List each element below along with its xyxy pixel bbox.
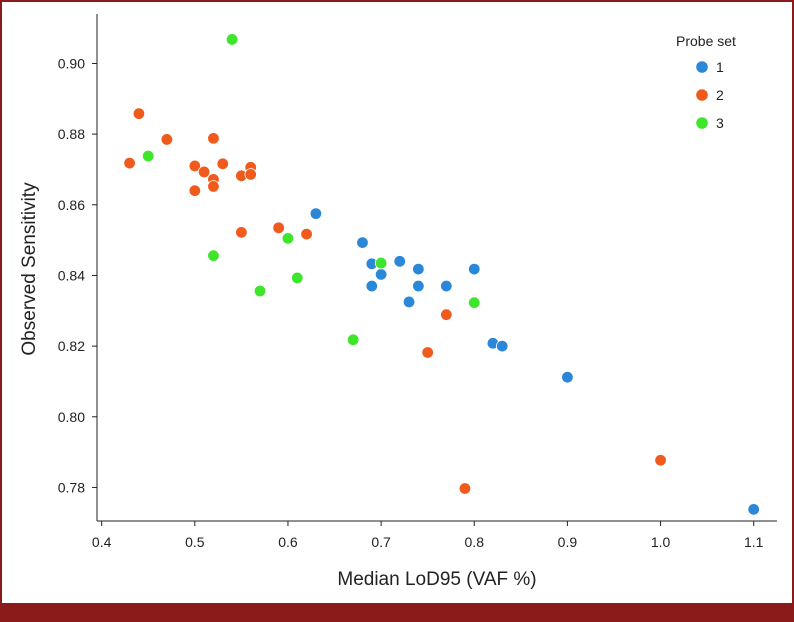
x-axis-title: Median LoD95 (VAF %) [337, 569, 536, 590]
data-point-set-2 [272, 221, 285, 234]
legend-label-3: 3 [716, 115, 724, 131]
data-point-set-2 [160, 133, 174, 146]
legend-title: Probe set [676, 33, 736, 49]
data-point-set-2 [244, 168, 257, 181]
y-tick-label: 0.88 [58, 126, 85, 142]
legend-marker-2 [696, 89, 708, 101]
y-axis-title: Observed Sensitivity [19, 182, 40, 356]
legend: 1 2 3 [696, 59, 724, 131]
data-point-set-1 [365, 279, 378, 293]
y-tick-label: 0.80 [58, 409, 85, 425]
legend-label-2: 2 [716, 87, 724, 103]
data-point-set-1 [468, 262, 481, 276]
x-tick-label: 0.5 [185, 534, 205, 550]
data-point-set-1 [356, 236, 369, 249]
data-point-set-2 [207, 132, 220, 145]
y-tick-label: 0.90 [58, 55, 85, 71]
x-tick-label: 0.7 [371, 534, 391, 550]
data-point-set-1 [747, 503, 760, 516]
x-tick-label: 0.8 [465, 534, 485, 550]
plot-area: 0.4 0.5 0.6 0.7 0.8 0.9 1.0 1.1 0.78 0.80 0.82 0.84… [58, 14, 777, 550]
data-point-set-2 [188, 159, 202, 173]
x-tick-label: 1.1 [744, 534, 764, 550]
legend-marker-3 [696, 117, 708, 129]
data-point-set-1 [440, 279, 453, 293]
y-tick-label: 0.82 [58, 338, 85, 354]
legend-marker-1 [696, 61, 708, 73]
data-point-set-3 [374, 256, 388, 270]
data-point-set-2 [654, 454, 667, 467]
data-point-set-3 [291, 271, 304, 285]
data-point-set-2 [235, 226, 248, 239]
data-point-set-3 [468, 296, 481, 309]
data-point-set-2 [207, 180, 220, 193]
data-point-set-2 [132, 107, 146, 120]
data-point-set-1 [374, 268, 388, 281]
data-point-set-1 [309, 207, 323, 220]
footer-bar [0, 603, 794, 622]
y-tick-label: 0.84 [58, 267, 85, 283]
x-tick-label: 0.4 [92, 534, 112, 550]
y-tick-label: 0.86 [58, 197, 85, 213]
x-tick-label: 0.9 [558, 534, 578, 550]
data-point-set-1 [402, 295, 416, 309]
x-tick-label: 0.6 [278, 534, 298, 550]
data-point-set-3 [346, 333, 360, 346]
data-point-set-2 [421, 346, 434, 359]
data-point-set-2 [440, 308, 453, 321]
data-point-set-2 [216, 157, 229, 171]
y-tick-label: 0.78 [58, 479, 85, 495]
data-point-set-3 [225, 33, 239, 46]
data-point-set-1 [412, 262, 425, 276]
data-point-set-3 [281, 232, 295, 245]
legend-label-1: 1 [716, 59, 724, 75]
data-point-set-2 [197, 165, 211, 179]
data-point-set-1 [561, 371, 574, 384]
data-point-set-2 [123, 156, 136, 170]
data-point-set-2 [188, 184, 202, 197]
data-point-set-2 [458, 482, 472, 495]
data-point-set-1 [393, 255, 406, 268]
data-point-set-3 [253, 284, 267, 298]
x-tick-label: 1.0 [651, 534, 671, 550]
data-point-set-1 [496, 339, 509, 353]
data-point-set-3 [207, 249, 220, 262]
data-point-set-3 [142, 149, 155, 163]
data-point-set-2 [300, 227, 313, 241]
data-point-set-1 [412, 279, 425, 293]
